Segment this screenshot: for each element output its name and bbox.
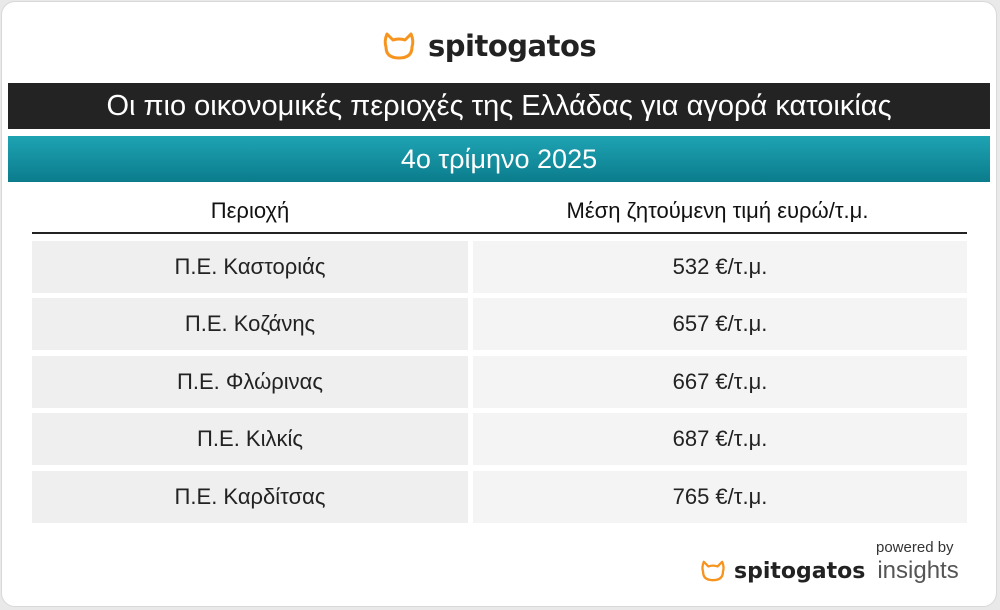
price-cell: 657 €/τ.μ. [473, 298, 967, 350]
region-cell: Π.Ε. Κιλκίς [32, 413, 468, 465]
footer-brand: spitogatos [734, 558, 866, 584]
region-cell: Π.Ε. Κοζάνης [32, 298, 468, 350]
column-header-region: Περιοχή [210, 198, 290, 223]
price-cell: 687 €/τ.μ. [473, 413, 967, 465]
price-cell: 532 €/τ.μ. [473, 241, 967, 293]
price-cell: 765 €/τ.μ. [473, 471, 967, 523]
table-row: Π.Ε. Φλώρινας 667 €/τ.μ. [32, 356, 967, 408]
spitogatos-insights-logo: spitogatos insights [700, 557, 959, 585]
cat-logo-icon [383, 32, 415, 60]
table-row: Π.Ε. Κιλκίς 687 €/τ.μ. [32, 413, 967, 465]
table-header: Περιοχή Μέση ζητούμενη τιμή ευρώ/τ.μ. [32, 190, 967, 234]
powered-by-label: powered by [876, 539, 954, 556]
footer-product: insights [877, 557, 959, 584]
page-subtitle: 4ο τρίμηνο 2025 [8, 136, 990, 182]
price-cell: 667 €/τ.μ. [473, 356, 967, 408]
spitogatos-logo: spitogatos [382, 26, 597, 66]
table-row: Π.Ε. Καρδίτσας 765 €/τ.μ. [32, 471, 967, 523]
region-cell: Π.Ε. Καρδίτσας [32, 471, 468, 523]
region-cell: Π.Ε. Καστοριάς [32, 241, 468, 293]
column-header-price: Μέση ζητούμενη τιμή ευρώ/τ.μ. [566, 198, 869, 223]
table-row: Π.Ε. Κοζάνης 657 €/τ.μ. [32, 298, 967, 350]
region-cell: Π.Ε. Φλώρινας [32, 356, 468, 408]
page-title: Οι πιο οικονομικές περιοχές της Ελλάδας … [8, 83, 990, 129]
brand-name: spitogatos [428, 29, 597, 63]
table-row: Π.Ε. Καστοριάς 532 €/τ.μ. [32, 241, 967, 293]
cat-logo-icon [701, 560, 725, 582]
